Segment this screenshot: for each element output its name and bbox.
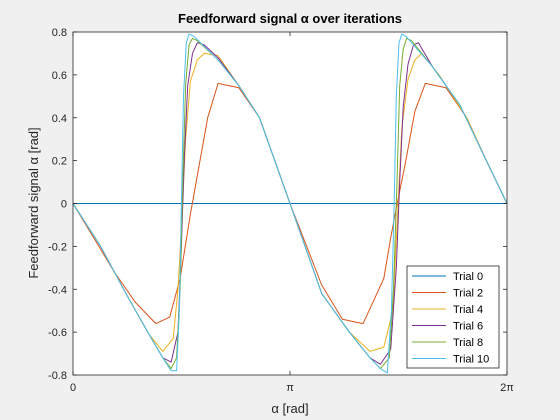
x-tick-label: π [286,382,294,394]
x-tick-label: 2π [500,382,514,394]
y-tick-label: 0.2 [52,156,67,168]
y-tick-label: 0.4 [52,113,67,125]
y-tick-label: 0 [61,199,67,211]
chart-title: Feedforward signal α over iterations [178,11,402,26]
legend-box [406,265,500,369]
y-axis-label: Feedforward signal α [rad] [26,127,41,278]
y-tick-label: -0.2 [48,241,67,253]
y-tick-label: -0.8 [48,370,67,382]
legend-label: Trial 8 [453,337,483,349]
legend-label: Trial 10 [453,354,489,366]
legend-label: Trial 4 [453,304,483,316]
y-tick-label: 0.8 [52,27,67,39]
legend-label: Trial 2 [453,288,483,300]
x-tick-label: 0 [70,382,76,394]
series-line-trial-5 [72,33,508,374]
legend: Trial 0 Trial 2 Trial 4 Trial 6 Trial 8 Trial… [406,265,500,369]
y-tick-label: -0.4 [48,284,67,296]
series-layer [72,33,508,374]
y-tick-label: -0.6 [48,327,67,339]
y-tick-label: 0.6 [52,70,67,82]
legend-label: Trial 0 [453,271,483,283]
axes-box [72,31,508,376]
legend-label: Trial 6 [453,321,483,333]
x-axis-label: α [rad] [271,401,308,416]
